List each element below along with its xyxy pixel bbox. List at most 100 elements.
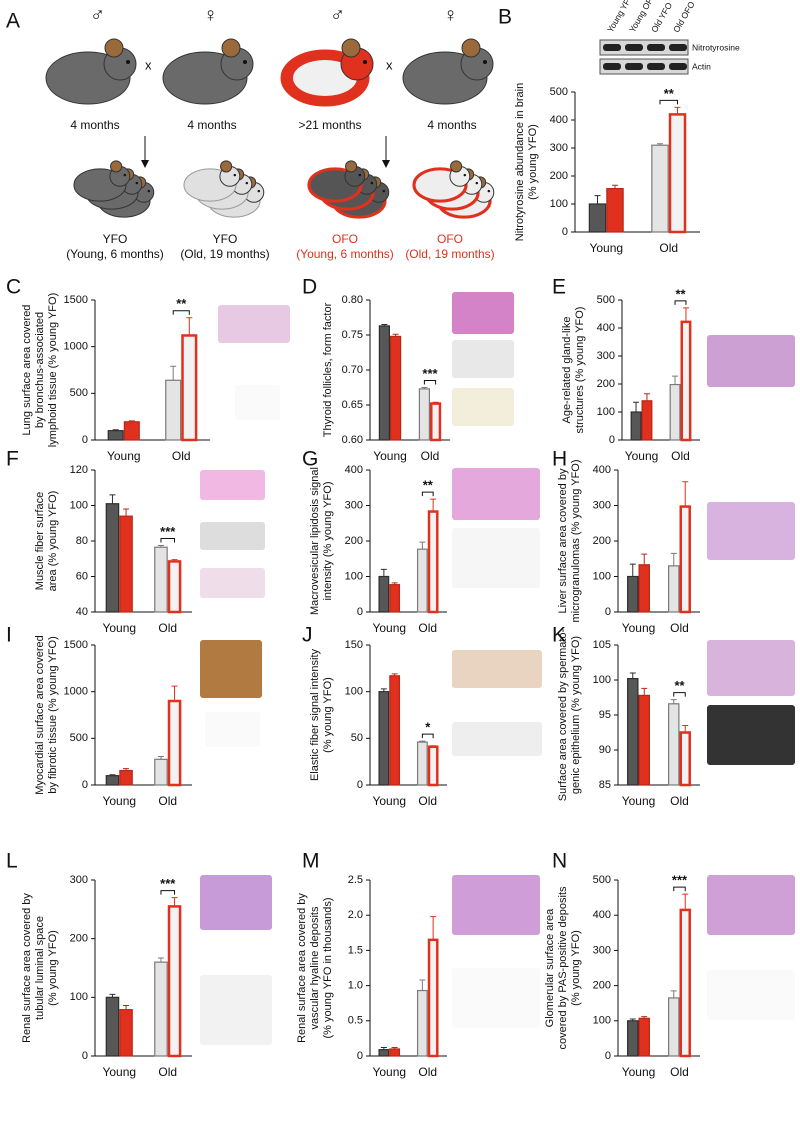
error-bar — [419, 541, 426, 550]
mouse-eye — [135, 181, 139, 185]
error-bar — [380, 688, 387, 692]
bar — [181, 334, 198, 442]
y-tick-label: 300 — [345, 499, 363, 511]
bar — [154, 961, 168, 1057]
mouse-eye — [257, 189, 261, 193]
error-bar — [682, 893, 689, 910]
micrograph — [235, 385, 280, 420]
bar — [167, 905, 182, 1058]
bar — [651, 144, 669, 233]
y-tick-label: 0 — [562, 226, 568, 238]
panel-letter: K — [552, 624, 566, 647]
bar — [668, 565, 680, 613]
y-axis-label: Surface area covered by spermato- — [557, 628, 569, 801]
mouse-ear — [341, 38, 361, 58]
y-tick-label: 100 — [70, 499, 88, 511]
y-tick-label: 1000 — [64, 341, 88, 353]
bar — [416, 741, 428, 786]
y-tick-label: 200 — [345, 535, 363, 547]
offspring-name: OFO — [332, 232, 358, 246]
y-tick-label: 0 — [605, 1050, 611, 1062]
bar — [389, 1048, 401, 1057]
blot-band — [669, 44, 687, 51]
significance-label: * — [425, 720, 431, 735]
mouse-ear — [461, 38, 481, 58]
micrograph — [707, 640, 795, 696]
significance-bracket — [421, 733, 434, 739]
micrograph — [200, 470, 265, 500]
y-tick-label: 0 — [82, 1050, 88, 1062]
y-tick-label: 0 — [609, 434, 615, 446]
blot-band — [603, 44, 621, 51]
y-tick-label: 200 — [597, 378, 615, 390]
blot-strip — [599, 58, 689, 75]
x-tick-label: Young — [622, 1065, 656, 1079]
x-tick-label: Young — [372, 621, 406, 635]
error-bar — [641, 687, 648, 696]
y-tick-label: 0 — [82, 434, 88, 446]
x-tick-label: Young — [102, 621, 136, 635]
blot-band — [625, 44, 643, 51]
bar — [638, 1017, 650, 1057]
y-tick-label: 0 — [357, 606, 363, 618]
y-tick-label: 105 — [593, 639, 611, 651]
significance-label: ** — [176, 296, 187, 311]
error-bar — [171, 685, 178, 701]
offspring-name: OFO — [437, 232, 463, 246]
panel-letter: D — [302, 276, 317, 299]
micrograph — [200, 568, 265, 598]
micrograph — [200, 975, 272, 1045]
error-bar — [421, 387, 428, 389]
y-tick-label: 100 — [593, 570, 611, 582]
y-tick-label: 100 — [345, 686, 363, 698]
bar — [154, 758, 168, 786]
significance-label: *** — [672, 873, 688, 888]
error-bar — [123, 1005, 130, 1010]
significance-label: ** — [674, 678, 685, 693]
offspring-desc: (Old, 19 months) — [405, 247, 494, 261]
y-tick-label: 1.5 — [348, 944, 363, 956]
bar — [427, 745, 439, 787]
mouse-eye — [382, 189, 386, 193]
mouse-inner — [293, 60, 357, 96]
error-bar — [670, 552, 677, 566]
error-bar — [643, 393, 650, 401]
y-tick-label: 200 — [593, 980, 611, 992]
error-bar — [112, 429, 119, 431]
micrograph — [452, 292, 514, 334]
x-tick-label: Old — [670, 794, 689, 808]
mouse-eye — [245, 181, 249, 185]
mouse-eye — [243, 60, 247, 64]
y-axis-label: Myocardial surface area covered — [34, 635, 46, 795]
bar — [154, 546, 168, 613]
significance-label: ** — [423, 478, 434, 493]
error-bar — [391, 673, 398, 676]
female-symbol: ♀ — [443, 4, 458, 26]
bar — [378, 691, 390, 786]
bar — [378, 575, 390, 613]
y-tick-label: 200 — [593, 535, 611, 547]
x-tick-label: Old — [418, 1065, 437, 1079]
y-axis-label: microgranulomas (% young YFO) — [570, 459, 582, 622]
panel-letter: A — [6, 10, 20, 33]
bar — [107, 430, 124, 441]
significance-bracket — [421, 491, 434, 497]
cross-symbol: x — [145, 57, 152, 72]
bar — [105, 775, 120, 786]
y-tick-label: 100 — [593, 674, 611, 686]
offspring-desc: (Young, 6 months) — [296, 247, 394, 261]
blot-row-label: Actin — [692, 61, 711, 71]
x-tick-label: Young — [372, 1065, 406, 1079]
micrograph — [707, 335, 795, 387]
y-axis-label: structures (% young YFO) — [574, 307, 586, 434]
x-tick-label: Old — [421, 449, 440, 463]
offspring-name: YFO — [213, 232, 238, 246]
error-bar — [109, 774, 116, 776]
significance-label: ** — [664, 86, 675, 101]
y-axis-label: Glomerular surface area — [544, 908, 556, 1027]
y-axis-label: (% young YFO) — [570, 930, 582, 1006]
y-axis-label: Elastic fiber signal intensity — [309, 648, 321, 781]
y-axis-label: Renal surface area covered by — [296, 893, 308, 1043]
y-tick-label: 1.0 — [348, 980, 363, 992]
offspring-desc: (Old, 19 months) — [180, 247, 269, 261]
